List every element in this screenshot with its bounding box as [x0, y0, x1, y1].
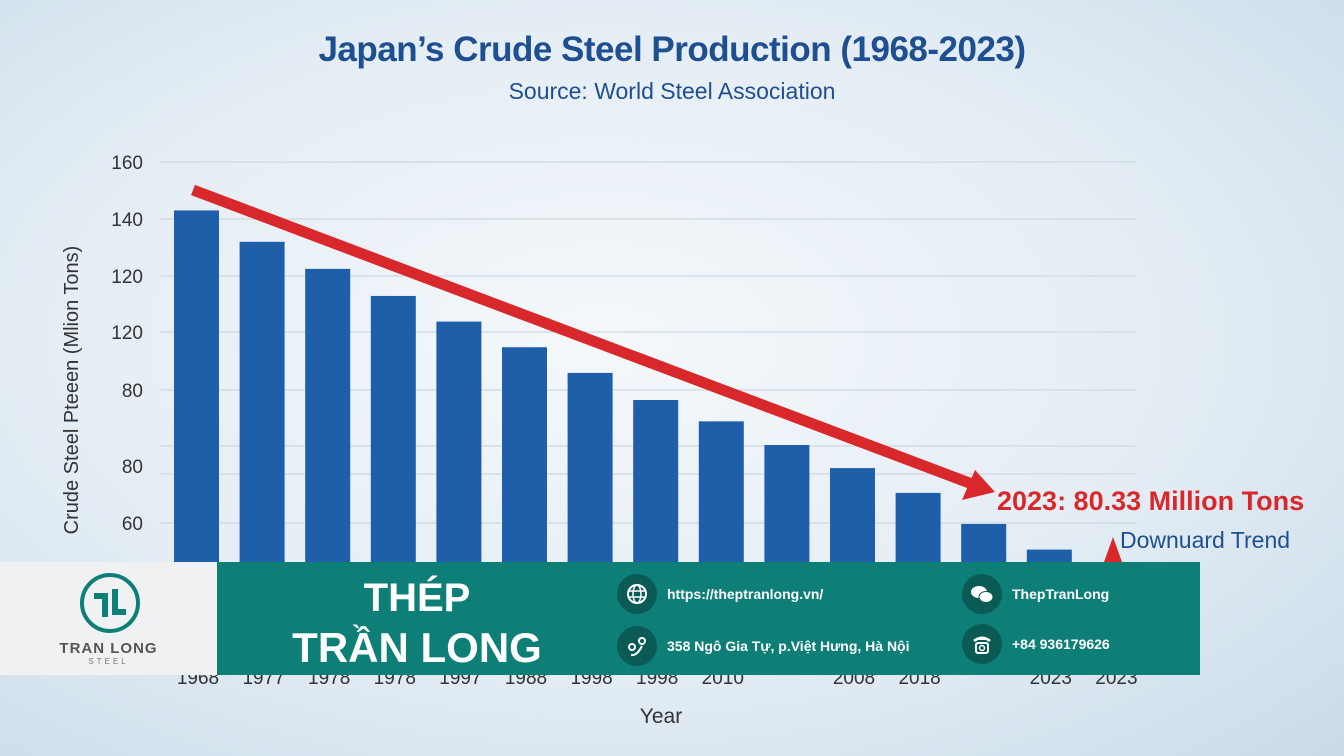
chart-title: Japan’s Crude Steel Production (1968-202…: [318, 30, 1026, 69]
tran-long-logo-icon: [80, 573, 140, 633]
bar: [305, 268, 351, 610]
wechat-item[interactable]: ThepTranLong: [962, 574, 1109, 614]
bar: [370, 295, 416, 610]
y-tick-label: 160: [111, 153, 143, 174]
wechat-id: ThepTranLong: [1012, 586, 1110, 602]
phone-item[interactable]: +84 936179626: [962, 624, 1110, 664]
y-tick-label: 80: [122, 381, 143, 402]
logo-text: TRAN LONG: [59, 640, 158, 657]
chart-subtitle: Source: World Steel Association: [508, 78, 836, 104]
y-tick-label: 140: [111, 210, 143, 231]
y-tick-label: 80: [122, 457, 143, 478]
y-axis-label: Crude Steel Pteeen (Mlion Tons): [61, 246, 83, 535]
y-tick-label: 120: [111, 267, 143, 288]
trend-arrow-head: [962, 470, 995, 500]
address-item: 358 Ngô Gia Tự, p.Việt Hưng, Hà Nội: [617, 626, 910, 666]
value-annotation: 2023: 80.33 Million Tons: [997, 486, 1304, 516]
y-tick-label: 120: [111, 323, 143, 344]
globe-icon: [617, 574, 657, 614]
map-pin-icon: [617, 626, 657, 666]
trend-annotation: Downuard Trend: [1120, 527, 1290, 553]
phone-number: +84 936179626: [1012, 636, 1110, 652]
bar: [436, 321, 482, 610]
logo-panel: TRAN LONG STEEL: [0, 562, 217, 675]
website-link[interactable]: https://theptranlong.vn/: [667, 586, 824, 602]
bar: [174, 210, 219, 610]
x-axis-label: Year: [640, 705, 682, 728]
website-item[interactable]: https://theptranlong.vn/: [617, 574, 823, 614]
brand-line-1: THÉP: [363, 576, 471, 620]
brand-line-2: TRẦN LONG: [292, 624, 542, 671]
bar: [239, 241, 285, 611]
y-tick-label: 60: [122, 514, 143, 535]
wechat-icon: [962, 574, 1002, 614]
trend-arrow-line: [191, 184, 974, 490]
address-text: 358 Ngô Gia Tự, p.Việt Hưng, Hà Nội: [667, 638, 910, 654]
telephone-icon: [962, 624, 1002, 664]
logo-subtext: STEEL: [88, 657, 129, 666]
small-up-arrow: [1104, 537, 1122, 562]
contact-banner: THÉP TRẦN LONG https://theptranlong.vn/ …: [217, 562, 1200, 675]
